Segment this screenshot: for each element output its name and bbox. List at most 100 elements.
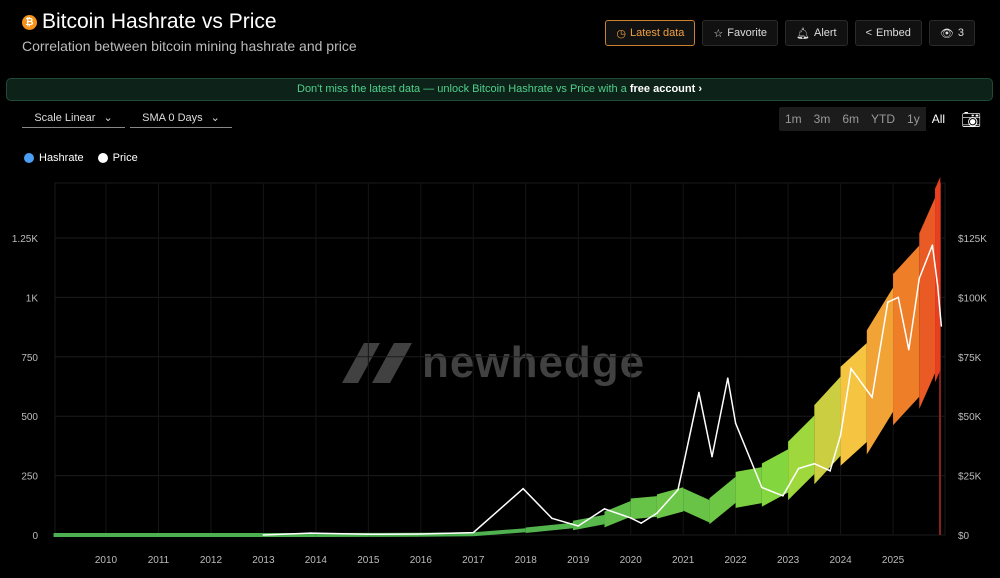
price-point: [420, 533, 422, 535]
range-ytd[interactable]: YTD: [871, 112, 896, 126]
price-point: [940, 325, 943, 327]
price-point: [577, 525, 580, 527]
hashrate-segment: [525, 522, 573, 533]
price-point: [918, 277, 921, 280]
legend-label: Hashrate: [39, 152, 84, 164]
hashrate-segment: [919, 197, 936, 409]
price-point: [677, 489, 679, 491]
price-point: [734, 422, 737, 425]
x-tick-label: 2013: [252, 555, 275, 566]
plot-area: [54, 182, 946, 536]
y-left-tick-label: 250: [21, 472, 38, 483]
price-point: [629, 517, 632, 519]
price-point: [551, 517, 553, 520]
favorite-button[interactable]: ☆ Favorite: [702, 20, 779, 46]
price-point: [367, 533, 370, 536]
chevron-down-icon: ⌄: [210, 112, 220, 124]
price-point: [931, 244, 934, 246]
scale-label: Scale Linear: [34, 111, 96, 124]
y-right-tick-label: $125K: [958, 234, 987, 245]
price-point: [656, 512, 658, 514]
range-6m[interactable]: 6m: [842, 112, 860, 126]
price-point: [936, 284, 939, 287]
x-tick-label: 2022: [725, 555, 748, 566]
x-tick-label: 2025: [882, 555, 905, 566]
price-point: [907, 348, 910, 351]
legend-hashrate[interactable]: Hashrate: [24, 152, 84, 164]
hashrate-segment: [630, 496, 657, 520]
hashrate-segment: [53, 532, 264, 537]
price-point: [829, 470, 831, 472]
embed-button[interactable]: < Embed: [854, 20, 922, 46]
sma-select[interactable]: SMA 0 Days ⌄: [130, 108, 232, 128]
hashrate-segment: [683, 488, 710, 523]
legend-label: Price: [112, 152, 138, 164]
y-right-tick-label: $25K: [958, 472, 982, 483]
x-tick-label: 2024: [829, 555, 852, 566]
price-point: [782, 494, 784, 497]
scale-select[interactable]: Scale Linear ⌄: [22, 108, 125, 128]
latest-data-button[interactable]: ◷ Latest data: [605, 20, 696, 46]
price-point: [887, 301, 889, 303]
range-selector: 1m 3m 6m YTD 1y All: [779, 107, 952, 131]
hashrate-segment: [866, 287, 894, 455]
hashrate-segment: [840, 342, 867, 466]
x-tick-label: 2016: [410, 555, 433, 566]
latest-label: Latest data: [629, 27, 685, 39]
alert-button[interactable]: 🔔︎ Alert: [785, 20, 848, 46]
embed-label: Embed: [876, 27, 911, 39]
upgrade-banner[interactable]: Don't miss the latest data — unlock Bitc…: [6, 78, 993, 101]
price-point: [603, 508, 606, 510]
x-tick-label: 2020: [620, 555, 643, 566]
y-right-tick-label: $75K: [958, 353, 982, 364]
sma-label: SMA 0 Days: [142, 111, 203, 124]
price-point: [640, 522, 642, 524]
views-button[interactable]: 👁︎ 3: [928, 20, 975, 46]
star-icon: ☆: [713, 27, 724, 40]
bell-icon: 🔔︎: [796, 27, 810, 40]
camera-icon[interactable]: 📷︎: [961, 112, 982, 129]
price-point: [871, 396, 873, 398]
favorite-label: Favorite: [727, 27, 768, 39]
price-point: [761, 486, 763, 489]
banner-text: Don't miss the latest data — unlock Bitc…: [297, 83, 630, 95]
bitcoin-icon: ₿: [22, 14, 37, 30]
range-1m[interactable]: 1m: [785, 112, 802, 126]
price-point: [797, 467, 800, 470]
price-point: [850, 367, 852, 370]
y-left-tick-label: 1.25K: [12, 234, 38, 245]
legend-price[interactable]: Price: [97, 152, 138, 164]
price-point: [262, 534, 265, 536]
y-left-tick-label: 0: [32, 531, 38, 542]
hashrate-segment: [473, 528, 526, 537]
y-right-tick-label: $100K: [958, 293, 987, 304]
x-tick-label: 2017: [462, 555, 485, 566]
hashrate-segment: [935, 176, 941, 383]
hashrate-dot: [24, 153, 34, 163]
price-point: [897, 296, 900, 299]
hashrate-segment: [656, 487, 684, 519]
price-point: [813, 462, 816, 465]
y-right-tick-label: $50K: [958, 412, 982, 423]
page-subtitle: Correlation between bitcoin mining hashr…: [22, 38, 357, 54]
views-count: 3: [957, 27, 964, 39]
hashrate-segment: [814, 376, 841, 485]
x-tick-label: 2010: [95, 555, 118, 566]
x-tick-label: 2014: [305, 555, 328, 566]
x-tick-label: 2021: [672, 555, 695, 566]
eye-icon: 👁︎: [939, 27, 954, 40]
range-all[interactable]: All: [925, 107, 952, 131]
range-1y[interactable]: 1y: [907, 112, 920, 126]
y-right-tick-label: $0: [958, 531, 970, 542]
price-point: [839, 434, 842, 437]
hashrate-segment: [604, 500, 631, 528]
range-3m[interactable]: 3m: [813, 112, 831, 126]
free-account-link[interactable]: free account ›: [629, 83, 702, 95]
page-title: ₿ Bitcoin Hashrate vs Price: [22, 10, 277, 34]
y-left-tick-label: 500: [21, 412, 38, 423]
x-tick-label: 2015: [357, 555, 380, 566]
alert-label: Alert: [813, 27, 837, 39]
title-text: Bitcoin Hashrate vs Price: [42, 10, 277, 33]
hashrate-segment: [572, 514, 605, 531]
